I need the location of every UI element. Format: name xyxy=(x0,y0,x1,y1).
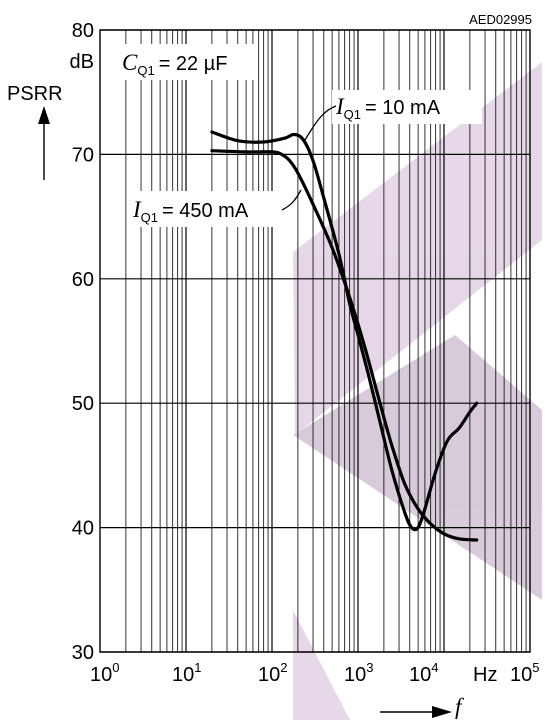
y-tick-label: 40 xyxy=(72,518,94,540)
series-label-10ma: IQ1 = 10 mA xyxy=(335,94,441,122)
x-axis-label: f xyxy=(455,694,465,719)
x-tick-exponent: 3 xyxy=(366,660,373,675)
series-label-450ma-value: = 450 mA xyxy=(162,200,249,222)
x-tick-exponent: 2 xyxy=(280,660,287,675)
series-label-10ma-bg xyxy=(332,90,482,124)
y-tick-label: 30 xyxy=(72,642,94,664)
condition-label-bg xyxy=(116,44,256,80)
x-tick-base: 10 xyxy=(172,664,194,686)
x-axis-arrow xyxy=(380,706,452,718)
x-tick-label: 100 xyxy=(90,660,119,686)
x-tick-exponent: 5 xyxy=(532,660,539,675)
x-tick-base: 10 xyxy=(510,664,532,686)
series-label-450ma-bg xyxy=(128,191,284,227)
watermark xyxy=(293,62,542,720)
plot-frame xyxy=(99,29,531,653)
condition-subscript: Q1 xyxy=(137,63,154,78)
y-tick-label: 60 xyxy=(72,269,94,291)
series-label-10ma-leader xyxy=(304,105,337,141)
y-tick-label: 50 xyxy=(72,393,94,415)
condition-value: = 22 µF xyxy=(159,53,228,75)
x-tick-label: 102 xyxy=(258,660,287,686)
y-tick-label: 70 xyxy=(72,144,94,166)
y-unit-label: dB xyxy=(70,51,94,73)
y-tick-labels: 30 40 50 60 70 80 xyxy=(72,20,94,664)
x-tick-label: 101 xyxy=(172,660,201,686)
x-tick-base: 10 xyxy=(409,664,431,686)
x-tick-label: 103 xyxy=(344,660,373,686)
y-axis-label: PSRR xyxy=(7,83,63,105)
y-tick-label: 80 xyxy=(72,20,94,42)
series-label-450ma-symbol: I xyxy=(132,197,142,222)
x-tick-labels: 100 101 102 103 104 105 xyxy=(90,660,539,686)
series-label-10ma-symbol: I xyxy=(335,94,345,119)
x-tick-base: 10 xyxy=(258,664,280,686)
x-tick-label: 105 xyxy=(510,660,539,686)
series-line-10ma xyxy=(210,130,479,532)
x-tick-base: 10 xyxy=(344,664,366,686)
series-label-10ma-value: = 10 mA xyxy=(365,97,441,119)
y-axis-arrow xyxy=(38,106,50,180)
reference-code: AED02995 xyxy=(469,12,532,27)
series-layer xyxy=(210,130,479,542)
series-label-450ma: IQ1 = 450 mA xyxy=(132,197,249,225)
series-label-450ma-subscript: Q1 xyxy=(141,210,158,225)
condition-label: CQ1 = 22 µF xyxy=(122,50,227,78)
condition-symbol: C xyxy=(122,50,138,75)
x-tick-label: 104 xyxy=(409,660,438,686)
x-tick-exponent: 4 xyxy=(431,660,438,675)
x-tick-exponent: 0 xyxy=(112,660,119,675)
x-tick-base: 10 xyxy=(90,664,112,686)
series-label-10ma-subscript: Q1 xyxy=(344,107,361,122)
x-unit-label: Hz xyxy=(473,664,497,686)
series-label-450ma-leader xyxy=(281,189,302,211)
x-tick-exponent: 1 xyxy=(194,660,201,675)
series-line-450ma xyxy=(210,149,479,542)
